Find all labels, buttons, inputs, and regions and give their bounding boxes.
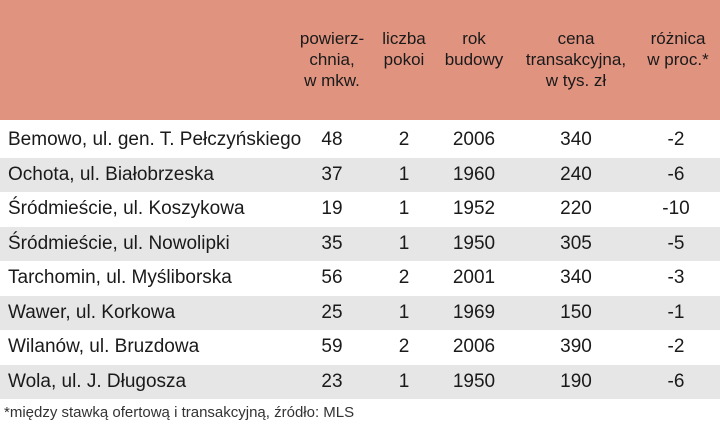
table-header: powierz- chnia, w mkw. liczba pokoi rok … [0, 0, 720, 120]
cell-diff: -5 [667, 232, 685, 254]
cell-year: 1950 [452, 370, 496, 392]
cell-price: 390 [560, 336, 592, 357]
table-row: Bemowo, ul. gen. T. Pełczyńskiego 48 2 2… [0, 123, 720, 158]
cell-rooms: 1 [398, 198, 410, 219]
table-body: Bemowo, ul. gen. T. Pełczyńskiego 48 2 2… [0, 123, 720, 399]
cell-location: Tarchomin, ul. Myśliborska [8, 267, 232, 288]
cell-location: Śródmieście, ul. Koszykowa [8, 198, 245, 219]
cell-area: 59 [321, 336, 343, 357]
header-price: cena transakcyjna, w tys. zł [525, 29, 627, 90]
cell-price: 340 [560, 129, 592, 150]
cell-rooms: 2 [398, 129, 410, 150]
cell-year: 1952 [452, 198, 496, 219]
table-row: Wawer, ul. Korkowa 25 1 1969 150 -1 [0, 295, 720, 330]
cell-rooms: 2 [398, 336, 410, 357]
cell-location: Wawer, ul. Korkowa [8, 301, 176, 323]
table-row: Wilanów, ul. Bruzdowa 59 2 2006 390 -2 [0, 330, 720, 365]
cell-rooms: 1 [398, 163, 410, 185]
cell-rooms: 1 [398, 301, 410, 323]
cell-location: Wola, ul. J. Długosza [8, 370, 187, 392]
table-row: Wola, ul. J. Długosza 23 1 1950 190 -6 [0, 364, 720, 399]
header-diff: różnica w proc.* [647, 29, 709, 69]
cell-area: 25 [321, 301, 343, 323]
table-row: Śródmieście, ul. Nowolipki 35 1 1950 305… [0, 226, 720, 261]
cell-diff: -3 [667, 267, 685, 288]
cell-diff: -6 [667, 370, 685, 392]
cell-diff: -2 [667, 336, 685, 357]
header-area: powierz- chnia, w mkw. [299, 29, 365, 90]
cell-price: 340 [560, 267, 592, 288]
cell-area: 23 [321, 370, 343, 392]
table-row: Tarchomin, ul. Myśliborska 56 2 2001 340… [0, 261, 720, 296]
cell-diff: -6 [667, 163, 685, 185]
cell-price: 240 [560, 163, 592, 185]
table-row: Śródmieście, ul. Koszykowa 19 1 1952 220… [0, 192, 720, 227]
cell-price: 220 [560, 198, 592, 219]
cell-area: 37 [321, 163, 343, 185]
cell-area: 35 [321, 232, 343, 254]
cell-location: Śródmieście, ul. Nowolipki [8, 232, 230, 254]
cell-area: 48 [321, 129, 343, 150]
cell-year: 2006 [452, 336, 496, 357]
footnote: *między stawką ofertową i transakcyjną, … [4, 404, 355, 421]
header-rooms: liczba pokoi [382, 29, 426, 69]
cell-year: 1950 [452, 232, 496, 254]
apartment-price-table: powierz- chnia, w mkw. liczba pokoi rok … [0, 0, 720, 399]
cell-price: 190 [560, 370, 592, 392]
cell-rooms: 1 [398, 370, 410, 392]
header-year: rok budowy [444, 29, 504, 69]
cell-location: Ochota, ul. Białobrzeska [8, 163, 214, 185]
cell-year: 1960 [452, 163, 496, 185]
cell-location: Wilanów, ul. Bruzdowa [8, 336, 200, 357]
cell-diff: -1 [667, 301, 685, 323]
cell-price: 150 [560, 301, 592, 323]
table-row: Ochota, ul. Białobrzeska 37 1 1960 240 -… [0, 157, 720, 192]
cell-year: 2001 [452, 267, 496, 288]
cell-rooms: 1 [398, 232, 410, 254]
cell-location: Bemowo, ul. gen. T. Pełczyńskiego [8, 129, 302, 150]
cell-area: 56 [321, 267, 343, 288]
cell-year: 2006 [452, 129, 496, 150]
cell-price: 305 [560, 232, 592, 254]
cell-rooms: 2 [398, 267, 410, 288]
cell-diff: -10 [662, 198, 690, 219]
cell-diff: -2 [667, 129, 685, 150]
cell-year: 1969 [452, 301, 496, 323]
cell-area: 19 [321, 198, 343, 219]
